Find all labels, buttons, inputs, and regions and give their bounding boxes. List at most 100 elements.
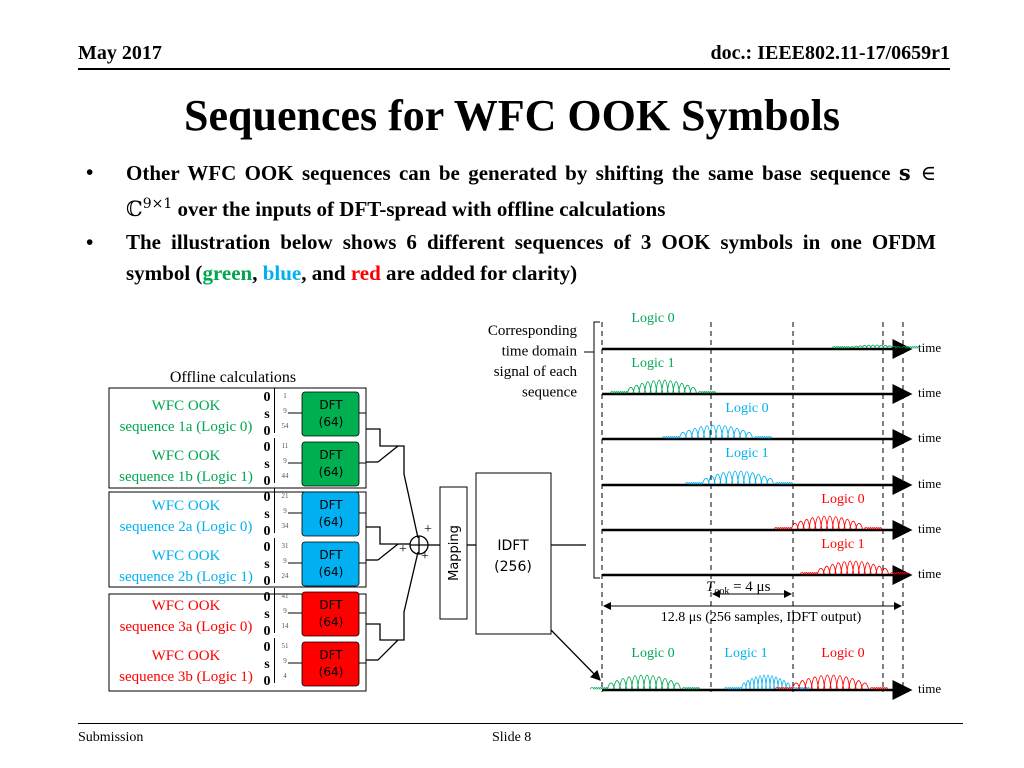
dft-label-2: (64)	[319, 515, 344, 529]
burst-tail-right	[869, 687, 889, 691]
vector-bracket	[274, 588, 275, 633]
index-label: 24	[282, 572, 290, 580]
index-label: 9	[283, 457, 287, 465]
bullet-2-green: green	[202, 261, 253, 285]
bullet-1-math-sup: 9×1	[142, 196, 173, 212]
plus-sign-top: +	[424, 522, 432, 537]
sequence-label-line2: sequence 1a (Logic 0)	[120, 419, 253, 435]
bullet-1-text-b: over the inputs of DFT-spread with offli…	[172, 197, 666, 221]
dft-label-2: (64)	[319, 615, 344, 629]
corresponding-label: Corresponding time domain signal of each se…	[488, 323, 578, 401]
vector-entry: 0	[264, 574, 271, 589]
time-axis-label: time	[918, 430, 941, 445]
group-box-green	[108, 387, 367, 489]
burst-tail-left	[774, 687, 794, 691]
group-box-red	[108, 593, 367, 692]
burst-tail-left	[723, 687, 743, 691]
bullet-1-math-s: s	[898, 160, 911, 185]
dft-label-1: DFT	[319, 498, 343, 512]
vector-entry: 0	[264, 540, 271, 555]
burst-lobe	[766, 477, 775, 485]
sequence-label-line2: sequence 3b (Logic 1)	[119, 669, 253, 685]
bullet-dot: •	[86, 230, 94, 254]
combined-burst	[589, 674, 701, 691]
header-date: May 2017	[78, 42, 162, 64]
dft-block	[301, 441, 360, 487]
bullet-1-text-a: Other WFC OOK sequences can be generated…	[126, 161, 899, 185]
time-axis-label: time	[918, 521, 941, 536]
vector-bracket	[274, 438, 275, 483]
plus-sign-left: +	[399, 542, 407, 557]
duration-label: 12.8 μs (256 samples, IDFT output)	[661, 610, 862, 625]
header-rule	[78, 68, 950, 70]
burst-tail-left	[661, 436, 681, 440]
bullet-dot: •	[86, 160, 94, 184]
burst-lobe	[895, 346, 901, 349]
index-label: 51	[282, 642, 290, 650]
index-label: 9	[283, 557, 287, 565]
burst-tail-right	[889, 572, 909, 576]
sequence-label-line1: WFC OOK	[152, 398, 221, 414]
dft-label-1: DFT	[319, 398, 343, 412]
burst-tail-right	[697, 391, 717, 395]
dft-block	[301, 591, 360, 637]
corresponding-label-line: sequence	[522, 385, 577, 401]
t-ook-value: = 4 μs	[729, 579, 770, 595]
burst-lobe	[689, 386, 697, 394]
signal-plots: time Logic 0 time Logic 1 time Logic 0 time Log…	[602, 311, 941, 585]
burst-lobe	[860, 682, 870, 690]
bullet-2-sep1: ,	[252, 261, 263, 285]
combined-logic-label: Logic 1	[724, 646, 767, 661]
mapping-block	[439, 486, 468, 620]
vector-entry: 0	[264, 390, 271, 405]
dft-label-1: DFT	[319, 648, 343, 662]
burst-lobe	[744, 431, 754, 439]
vector-entry: 0	[264, 590, 271, 605]
dft-label-2: (64)	[319, 465, 344, 479]
footer-rule	[78, 723, 963, 724]
signal-burst	[609, 379, 717, 395]
dft-block	[301, 541, 360, 587]
vector-bracket	[274, 538, 275, 583]
combined-burst	[723, 674, 811, 691]
burst-tail-left	[773, 527, 793, 531]
sequence-label-line2: sequence 3a (Logic 0)	[120, 619, 253, 635]
vector-entry: 0	[264, 490, 271, 505]
burst-tail-left	[609, 391, 629, 395]
vector-entry: s	[264, 557, 270, 572]
sequence-label-line1: WFC OOK	[152, 448, 221, 464]
dft-label-2: (64)	[319, 565, 344, 579]
idft-block	[475, 472, 552, 635]
sequence-label-line1: WFC OOK	[152, 498, 221, 514]
index-label: 54	[282, 422, 290, 430]
corresponding-label-line: signal of each	[494, 364, 578, 380]
footer-submission: Submission	[78, 730, 144, 745]
index-label: 34	[282, 522, 290, 530]
bullet-2-blue: blue	[262, 261, 302, 285]
offline-calculations-label: Offline calculations	[170, 369, 296, 386]
vector-entry: 0	[264, 474, 271, 489]
t-ook-symbol: T	[706, 579, 716, 595]
vector-entry: s	[264, 407, 270, 422]
index-label: 14	[282, 622, 290, 630]
time-axis-label: time	[918, 566, 941, 581]
index-label: 4	[283, 672, 287, 680]
burst-tail-right	[901, 346, 921, 350]
bullet-2-red: red	[350, 261, 381, 285]
index-label: 9	[283, 657, 287, 665]
sequence-rows: WFC OOK sequence 1a (Logic 0) 0 s 0 1 9 54 DFT (6…	[119, 388, 366, 689]
signal-burst	[831, 344, 921, 350]
burst-lobe	[672, 682, 682, 690]
burst-tail-right	[681, 687, 701, 691]
combined-signal-plot: time Logic 0 Logic 1 Logic 0	[589, 646, 941, 700]
dft-block	[301, 491, 360, 537]
symbol-boundaries	[601, 322, 904, 692]
signal-burst	[799, 560, 909, 576]
vector-entry: 0	[264, 424, 271, 439]
group-box-blue	[108, 491, 367, 588]
slide-title: Sequences for WFC OOK Symbols	[184, 91, 840, 140]
vector-entry: s	[264, 457, 270, 472]
dft-label-2: (64)	[319, 665, 344, 679]
index-label: 1	[283, 392, 287, 400]
index-label: 9	[283, 407, 287, 415]
